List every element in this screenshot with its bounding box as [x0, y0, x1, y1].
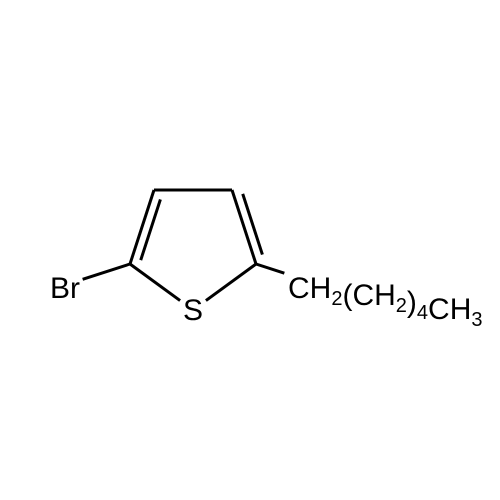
bond	[130, 264, 180, 301]
bonds-layer	[83, 190, 285, 301]
labels-layer: Br S CH2(CH2)4CH3	[50, 272, 483, 331]
bond	[83, 264, 130, 279]
bond	[256, 264, 284, 273]
bond	[206, 264, 256, 301]
atom-label: Br	[50, 272, 80, 305]
bond	[141, 199, 161, 260]
atom-label: S	[183, 294, 203, 327]
bond	[243, 194, 263, 255]
molecule-diagram: Br S CH2(CH2)4CH3	[0, 0, 500, 500]
chain-formula: CH2(CH2)4CH3	[288, 272, 483, 331]
